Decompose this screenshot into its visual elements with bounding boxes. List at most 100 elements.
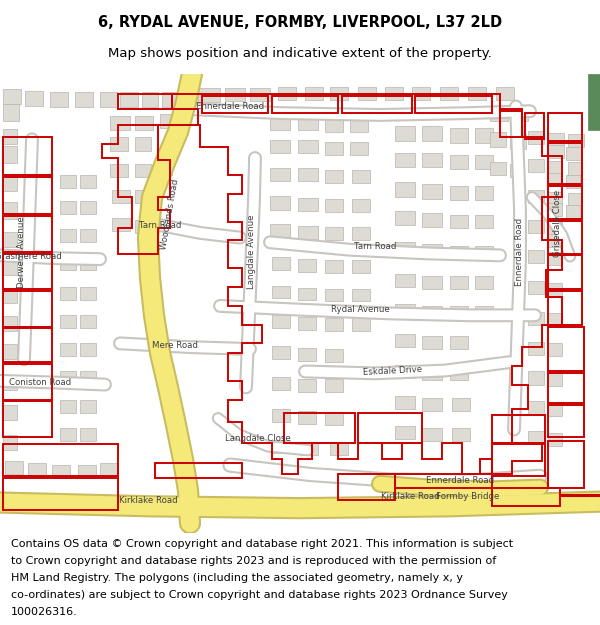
Bar — [135, 138, 151, 151]
Bar — [3, 146, 17, 162]
Text: Woodlands Road: Woodlands Road — [160, 178, 181, 250]
Bar — [352, 228, 370, 241]
Bar — [548, 234, 562, 247]
Bar — [3, 89, 21, 104]
Bar — [548, 433, 562, 446]
Bar — [270, 116, 290, 130]
Bar — [548, 192, 562, 205]
Bar — [272, 286, 290, 299]
Bar — [528, 159, 544, 172]
Bar — [528, 341, 544, 354]
Bar — [298, 226, 318, 239]
Bar — [422, 153, 442, 168]
Bar — [528, 250, 544, 263]
Bar — [450, 246, 468, 259]
Bar — [568, 162, 582, 175]
Bar — [510, 164, 524, 177]
Bar — [528, 220, 544, 233]
Bar — [422, 276, 442, 289]
Bar — [350, 142, 368, 155]
Bar — [325, 260, 343, 273]
Bar — [395, 242, 415, 256]
Bar — [270, 196, 290, 209]
Bar — [60, 315, 76, 328]
Bar — [272, 315, 290, 328]
Bar — [452, 398, 470, 411]
Bar — [452, 428, 470, 441]
Text: 6, RYDAL AVENUE, FORMBY, LIVERPOOL, L37 2LD: 6, RYDAL AVENUE, FORMBY, LIVERPOOL, L37 … — [98, 14, 502, 29]
Bar — [450, 306, 468, 319]
Bar — [80, 428, 96, 441]
Bar — [272, 377, 290, 390]
Bar — [528, 311, 544, 324]
Bar — [450, 367, 468, 380]
Polygon shape — [588, 74, 600, 130]
Bar — [60, 258, 76, 271]
Text: to Crown copyright and database rights 2023 and is reproduced with the permissio: to Crown copyright and database rights 2… — [11, 556, 496, 566]
Bar — [100, 463, 118, 476]
Bar — [350, 118, 368, 132]
Bar — [422, 213, 442, 228]
Bar — [5, 461, 23, 474]
Text: Formby Bridge: Formby Bridge — [436, 492, 500, 501]
Bar — [3, 405, 17, 420]
Bar — [422, 184, 442, 199]
Bar — [75, 91, 93, 106]
Bar — [80, 201, 96, 214]
Bar — [60, 399, 76, 412]
Bar — [385, 87, 403, 100]
Bar — [112, 190, 130, 203]
Bar — [395, 304, 415, 317]
Bar — [272, 258, 290, 271]
Bar — [305, 87, 323, 100]
Bar — [298, 259, 316, 272]
Bar — [330, 87, 348, 100]
Bar — [3, 258, 17, 275]
Bar — [80, 288, 96, 301]
Text: Contains OS data © Crown copyright and database right 2021. This information is : Contains OS data © Crown copyright and d… — [11, 539, 513, 549]
Bar — [548, 222, 562, 235]
Bar — [300, 442, 318, 455]
Bar — [475, 128, 493, 143]
Bar — [490, 162, 506, 175]
Bar — [450, 276, 468, 289]
Text: Langdale Avenue: Langdale Avenue — [248, 214, 257, 289]
Bar — [3, 288, 17, 303]
Bar — [395, 274, 415, 288]
Bar — [395, 396, 415, 409]
Bar — [3, 202, 17, 219]
Bar — [110, 164, 128, 177]
Bar — [352, 289, 370, 301]
Bar — [162, 91, 177, 106]
Bar — [422, 336, 442, 349]
Bar — [298, 198, 318, 211]
Bar — [135, 164, 151, 177]
Bar — [325, 142, 343, 155]
Bar — [60, 201, 76, 214]
Bar — [80, 371, 96, 384]
Bar — [548, 132, 564, 146]
Bar — [80, 399, 96, 412]
Bar — [475, 246, 493, 259]
Bar — [325, 289, 343, 301]
Bar — [298, 348, 316, 361]
Bar — [3, 344, 17, 359]
Bar — [25, 91, 43, 106]
Bar — [352, 199, 370, 212]
Bar — [352, 318, 370, 331]
Bar — [325, 349, 343, 362]
Bar — [198, 88, 220, 102]
Bar — [325, 379, 343, 392]
Bar — [272, 409, 290, 422]
Bar — [528, 281, 544, 294]
Bar — [422, 367, 442, 380]
Text: Map shows position and indicative extent of the property.: Map shows position and indicative extent… — [108, 47, 492, 59]
Bar — [450, 128, 468, 143]
Bar — [422, 306, 442, 319]
Bar — [270, 224, 290, 238]
Bar — [468, 87, 486, 100]
Bar — [566, 175, 580, 188]
Bar — [568, 192, 582, 205]
Text: Ennerdale Road: Ennerdale Road — [426, 476, 494, 484]
Bar — [548, 145, 564, 158]
